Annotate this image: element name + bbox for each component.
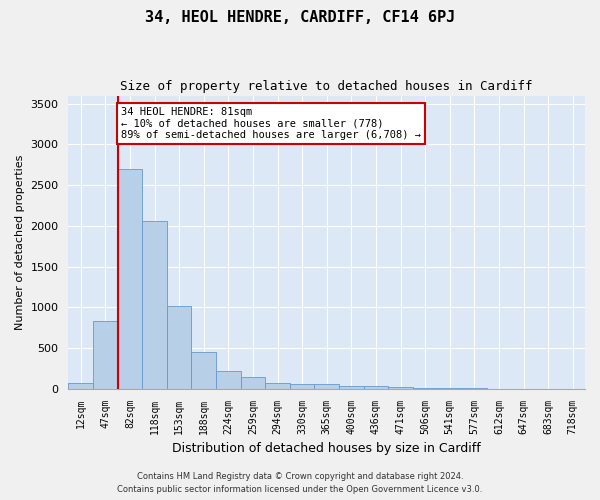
Bar xyxy=(118,169,142,388)
Bar xyxy=(364,386,388,388)
Bar xyxy=(68,382,93,388)
Text: 34, HEOL HENDRE, CARDIFF, CF14 6PJ: 34, HEOL HENDRE, CARDIFF, CF14 6PJ xyxy=(145,10,455,25)
Bar xyxy=(314,384,339,388)
Y-axis label: Number of detached properties: Number of detached properties xyxy=(15,154,25,330)
Bar xyxy=(191,352,216,389)
Bar xyxy=(265,382,290,388)
Bar xyxy=(167,306,191,388)
Bar xyxy=(93,321,118,388)
Bar xyxy=(290,384,314,388)
Bar xyxy=(339,386,364,388)
Bar xyxy=(216,371,241,388)
Title: Size of property relative to detached houses in Cardiff: Size of property relative to detached ho… xyxy=(121,80,533,93)
Bar xyxy=(388,387,413,388)
Text: 34 HEOL HENDRE: 81sqm
← 10% of detached houses are smaller (778)
89% of semi-det: 34 HEOL HENDRE: 81sqm ← 10% of detached … xyxy=(121,107,421,140)
Bar xyxy=(241,378,265,388)
X-axis label: Distribution of detached houses by size in Cardiff: Distribution of detached houses by size … xyxy=(172,442,481,455)
Bar xyxy=(142,221,167,388)
Text: Contains HM Land Registry data © Crown copyright and database right 2024.
Contai: Contains HM Land Registry data © Crown c… xyxy=(118,472,482,494)
